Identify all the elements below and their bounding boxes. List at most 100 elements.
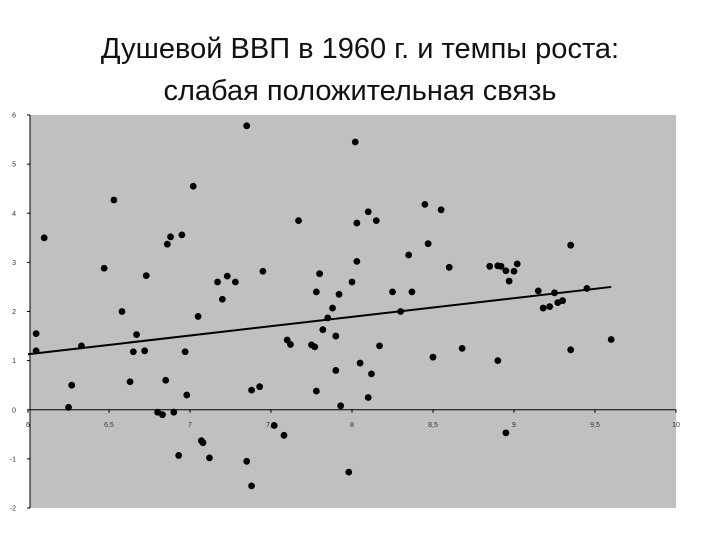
data-point bbox=[68, 381, 76, 389]
data-point bbox=[248, 482, 255, 490]
data-point bbox=[458, 344, 466, 352]
data-point bbox=[445, 263, 453, 271]
data-point bbox=[329, 304, 336, 312]
data-point bbox=[337, 402, 345, 410]
y-tick-label: 1 bbox=[12, 358, 16, 365]
data-point bbox=[231, 278, 239, 286]
data-point bbox=[513, 260, 521, 268]
slide-title-line-2: слабая положительная связь bbox=[163, 75, 557, 107]
data-point bbox=[280, 431, 288, 439]
data-point bbox=[353, 219, 361, 227]
data-point bbox=[295, 217, 302, 225]
data-point bbox=[332, 367, 340, 374]
data-point bbox=[311, 343, 319, 351]
data-point bbox=[502, 267, 510, 275]
data-point bbox=[335, 290, 343, 298]
data-point bbox=[376, 342, 383, 350]
data-point bbox=[223, 272, 231, 280]
x-tick-label: 9,5 bbox=[590, 422, 600, 429]
data-point bbox=[194, 313, 202, 320]
data-point bbox=[100, 264, 108, 272]
plot-area bbox=[30, 115, 676, 508]
data-point bbox=[345, 468, 353, 476]
x-tick-label: 9 bbox=[512, 422, 516, 429]
data-point bbox=[175, 452, 183, 459]
data-point bbox=[316, 270, 323, 278]
x-tick-label: 10 bbox=[672, 422, 680, 429]
data-point bbox=[567, 346, 575, 354]
data-point bbox=[133, 331, 140, 338]
data-point bbox=[372, 217, 380, 225]
y-tick-label: 2 bbox=[12, 309, 16, 316]
y-tick-label: 4 bbox=[12, 211, 16, 218]
trendline-group bbox=[27, 285, 612, 356]
data-point bbox=[510, 267, 518, 275]
x-tick-label: 7 bbox=[188, 422, 192, 429]
data-point bbox=[437, 206, 445, 214]
data-point bbox=[389, 288, 396, 296]
data-point bbox=[364, 208, 372, 216]
data-point bbox=[219, 295, 226, 303]
data-point bbox=[567, 241, 575, 249]
y-tick-label: 3 bbox=[12, 260, 16, 267]
data-point bbox=[256, 383, 264, 391]
data-point bbox=[40, 234, 48, 242]
data-point bbox=[424, 240, 432, 248]
data-point bbox=[32, 330, 40, 338]
data-point bbox=[243, 122, 251, 130]
data-point bbox=[110, 196, 118, 204]
data-point bbox=[351, 138, 359, 146]
axes bbox=[27, 114, 677, 509]
data-point bbox=[312, 387, 320, 395]
slide-title-line-1: Душевой ВВП в 1960 г. и темпы роста: bbox=[100, 33, 620, 65]
data-point bbox=[319, 326, 327, 334]
data-point bbox=[348, 278, 356, 286]
data-point bbox=[421, 201, 429, 208]
y-tick-label: 6 bbox=[12, 113, 16, 120]
data-point bbox=[170, 408, 178, 416]
data-point bbox=[312, 288, 320, 296]
data-point bbox=[534, 287, 542, 295]
x-tick-label: 8,5 bbox=[428, 422, 438, 429]
data-point bbox=[159, 411, 166, 419]
y-tick-label: -1 bbox=[10, 456, 16, 463]
data-point bbox=[142, 272, 150, 280]
trendline bbox=[27, 285, 612, 356]
data-point bbox=[181, 348, 189, 356]
data-point bbox=[408, 288, 416, 296]
data-point bbox=[259, 267, 267, 275]
y-tick-label: 5 bbox=[12, 162, 16, 169]
data-point bbox=[248, 386, 255, 394]
data-point bbox=[405, 251, 413, 259]
data-point bbox=[353, 257, 361, 265]
data-point bbox=[199, 439, 207, 447]
x-tick-label: 6 bbox=[26, 422, 30, 429]
data-point bbox=[356, 359, 364, 367]
data-point bbox=[183, 391, 191, 399]
data-point bbox=[141, 347, 149, 355]
data-point bbox=[546, 303, 554, 310]
y-tick-label: -2 bbox=[10, 506, 16, 513]
data-point bbox=[65, 403, 72, 411]
slide-title: Душевой ВВП в 1960 г. и темпы роста: сла… bbox=[0, 28, 720, 112]
data-point bbox=[502, 429, 510, 437]
data-point bbox=[364, 394, 372, 401]
data-point bbox=[270, 422, 278, 429]
data-point bbox=[163, 240, 171, 248]
data-point bbox=[368, 370, 375, 378]
data-points bbox=[32, 122, 615, 490]
data-point bbox=[559, 297, 566, 305]
data-point bbox=[332, 332, 340, 340]
data-point bbox=[486, 262, 494, 270]
data-point bbox=[505, 277, 513, 285]
data-point bbox=[129, 348, 137, 356]
x-tick-label: 6,5 bbox=[104, 422, 114, 429]
x-tick-label: 8 bbox=[350, 422, 354, 429]
data-point bbox=[214, 278, 221, 286]
data-point bbox=[167, 233, 174, 241]
data-point bbox=[162, 376, 170, 384]
data-point bbox=[539, 304, 547, 312]
data-point bbox=[118, 308, 126, 315]
data-point bbox=[497, 262, 505, 270]
